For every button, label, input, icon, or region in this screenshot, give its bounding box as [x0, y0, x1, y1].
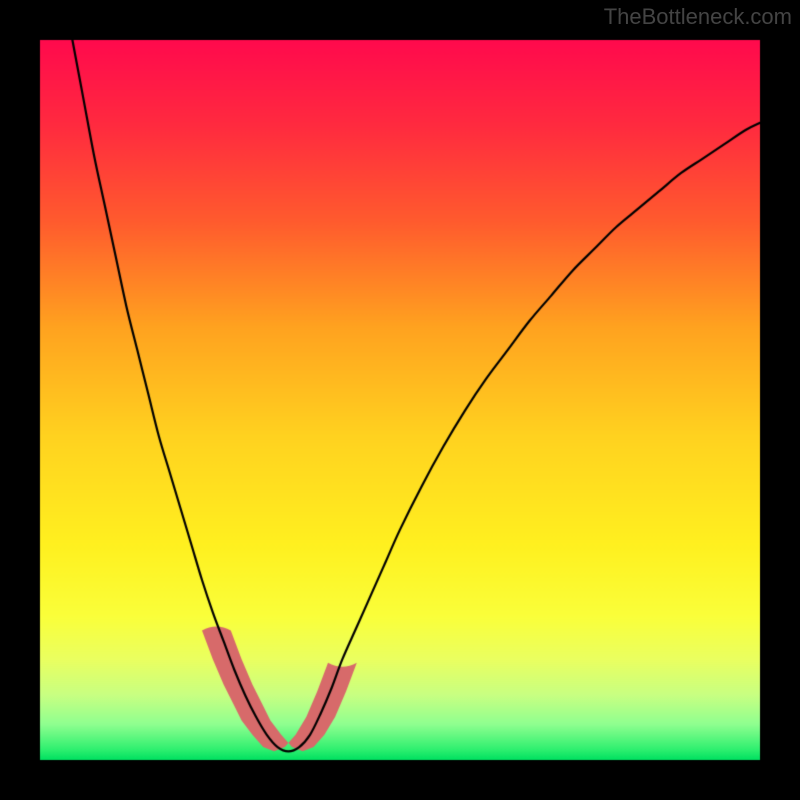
figure-root: TheBottleneck.com: [0, 0, 800, 800]
bottleneck-chart-canvas: [0, 0, 800, 800]
